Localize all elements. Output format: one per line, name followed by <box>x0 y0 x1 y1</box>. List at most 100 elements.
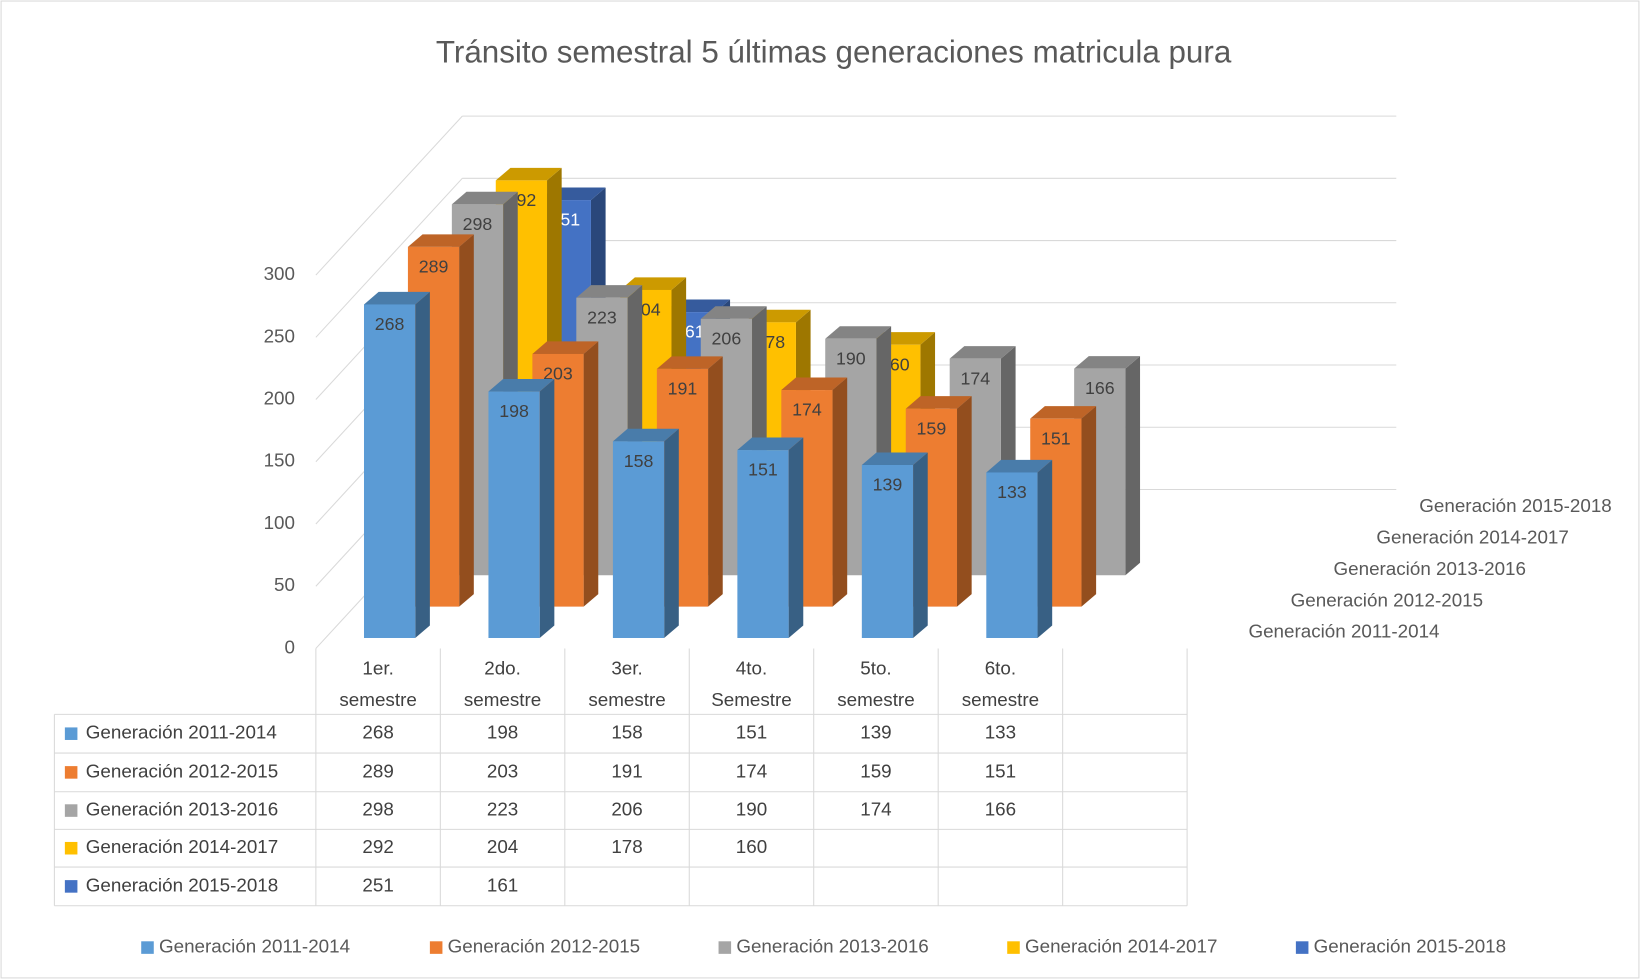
y-tick-label: 50 <box>274 574 295 595</box>
table-row-label: Generación 2015-2018 <box>86 874 278 895</box>
bar-side <box>459 234 474 607</box>
y-tick-label: 200 <box>264 387 295 408</box>
table-cell: 191 <box>611 760 642 781</box>
grid-line-diagonal <box>315 177 463 338</box>
bar-side <box>957 396 972 607</box>
value-label: 151 <box>1041 428 1071 448</box>
table-cell: 178 <box>611 836 642 857</box>
value-label: 203 <box>543 364 573 384</box>
value-label: 190 <box>836 348 866 368</box>
bar-top <box>488 379 555 392</box>
grid-line-diagonal <box>315 115 463 276</box>
value-label: 289 <box>419 257 449 277</box>
x-tick-label: 1er. semestre <box>339 657 417 711</box>
bar-top <box>1030 406 1097 419</box>
table-swatch <box>64 841 78 855</box>
bar-side <box>1081 406 1097 607</box>
table-cell: 151 <box>736 722 767 743</box>
bar-top <box>451 191 518 205</box>
value-label: 159 <box>917 418 947 438</box>
table-cell: 251 <box>362 874 393 895</box>
bar-top <box>576 285 643 298</box>
bar-side <box>415 291 430 638</box>
legend-swatch <box>141 941 154 954</box>
table-cell: 133 <box>985 722 1016 743</box>
bar-top <box>532 341 599 354</box>
y-tick-label: 100 <box>264 512 295 533</box>
legend-label: Generación 2011-2014 <box>159 936 350 957</box>
bar-side <box>788 437 804 638</box>
bar-top <box>905 396 972 409</box>
value-label: 139 <box>873 475 903 495</box>
bar <box>488 379 555 638</box>
bar <box>363 291 430 638</box>
bar-top <box>781 377 848 391</box>
value-label: 298 <box>463 214 493 234</box>
bar-front <box>986 472 1038 638</box>
depth-axis-label: Generación 2011-2014 <box>1248 621 1439 642</box>
bar <box>861 452 928 638</box>
x-tick-label: 6to. semestre <box>961 657 1040 711</box>
y-tick-label: 0 <box>284 636 294 657</box>
depth-axis-label: Generación 2015-2018 <box>1419 495 1611 516</box>
table-header-cell: 3er. semestre <box>588 658 665 710</box>
table-row-label: Generación 2014-2017 <box>86 836 278 857</box>
bar-top <box>363 291 430 305</box>
bar-front <box>737 450 789 638</box>
value-label: 198 <box>499 401 529 421</box>
bar-front <box>363 304 416 638</box>
depth-axis-label: Generación 2012-2015 <box>1291 589 1483 610</box>
table-row-label: Generación 2013-2016 <box>86 799 278 820</box>
table-cell: 206 <box>611 799 642 820</box>
depth-axis-label: Generación 2014-2017 <box>1376 527 1568 548</box>
table-cell: 190 <box>736 799 767 820</box>
table-row-label: Generación 2011-2014 <box>86 722 277 743</box>
table-header-cell <box>1063 648 1187 714</box>
table-cell: 139 <box>860 722 891 743</box>
legend-swatch <box>429 941 443 954</box>
bar-front <box>488 391 540 638</box>
legend-swatch <box>1295 941 1309 954</box>
table-cell: 223 <box>487 799 518 820</box>
value-label: 191 <box>668 379 698 399</box>
table-header-cell: 1er. semestre <box>339 657 417 711</box>
bar <box>612 428 679 638</box>
bar-side <box>1125 356 1141 576</box>
table-cell: 204 <box>487 836 518 857</box>
bar-side <box>583 341 599 607</box>
table-cell: 298 <box>362 799 393 820</box>
value-label: 206 <box>712 328 742 348</box>
bar <box>737 437 804 638</box>
value-label: 174 <box>960 368 990 388</box>
bar-side <box>832 377 848 607</box>
bar-front <box>612 441 665 638</box>
bar-side <box>664 428 679 638</box>
bar-front <box>861 464 914 638</box>
bar-top <box>656 356 723 369</box>
bar-side <box>708 356 723 607</box>
table-swatch <box>64 766 78 779</box>
value-label: 166 <box>1085 378 1115 398</box>
bar-top <box>949 346 1016 359</box>
bar-top <box>986 459 1053 473</box>
table-cell: 166 <box>985 799 1016 820</box>
value-label: 158 <box>624 451 654 471</box>
depth-axis-label: Generación 2013-2016 <box>1334 558 1526 579</box>
table-cell: 151 <box>985 760 1016 781</box>
legend-swatch <box>1007 941 1020 954</box>
table-cell: 203 <box>487 760 518 781</box>
value-label: 223 <box>587 307 617 327</box>
table-cell: 292 <box>362 836 393 857</box>
bar-top <box>1074 356 1141 369</box>
legend-label: Generación 2012-2015 <box>448 936 640 957</box>
bar-top <box>700 306 767 319</box>
bar-top <box>407 234 474 247</box>
legend-label: Generación 2014-2017 <box>1025 936 1217 957</box>
bar-side <box>1037 459 1053 638</box>
value-label: 268 <box>375 314 405 334</box>
table-cell: 268 <box>362 722 393 743</box>
legend-label: Generación 2015-2018 <box>1314 936 1506 957</box>
value-label: 151 <box>748 460 778 480</box>
